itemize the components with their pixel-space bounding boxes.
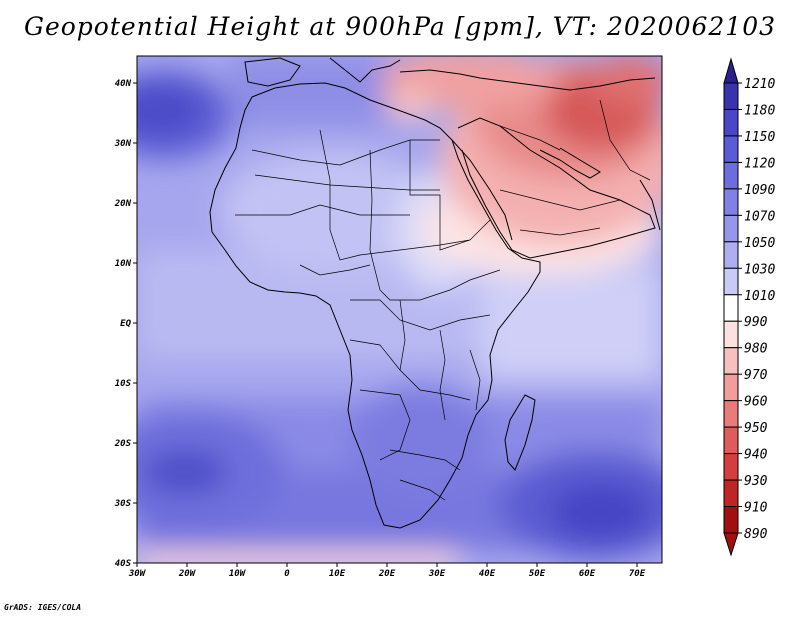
colorbar-box: [723, 506, 739, 534]
colorbar-box: [723, 400, 739, 428]
colorbar-box: [723, 241, 739, 269]
lon-label: 30W: [128, 569, 147, 579]
colorbar-label: 960: [744, 395, 768, 410]
lon-label: 20E: [378, 569, 396, 579]
latitude-axis: 40N 30N 20N 10N EQ 10S 20S 30S 40S: [114, 79, 137, 569]
colorbar-box: [723, 267, 739, 296]
coastlines: [209, 57, 661, 529]
colorbar-label: 1010: [744, 289, 775, 304]
colorbar-box: [723, 188, 739, 216]
colorbar-label: 1180: [744, 103, 775, 118]
colorbar-box: [723, 108, 739, 137]
longitude-axis: 30W 20W 10W 0 10E 20E 30E 40E 50E 60E 70E: [128, 563, 646, 579]
lat-label: 30N: [114, 139, 132, 149]
lon-label: 20W: [178, 569, 197, 579]
colorbar-label: 910: [744, 501, 768, 516]
country-borders: [235, 99, 651, 501]
lat-label: 40S: [115, 559, 132, 569]
africa-coastline: [209, 82, 541, 529]
arabia: [457, 117, 656, 259]
colorbar-label: 940: [744, 448, 768, 463]
colorbar-box: [723, 479, 739, 508]
lon-label: 60E: [579, 569, 596, 579]
map-title: Geopotential Height at 900hPa [gpm], VT:…: [23, 12, 777, 41]
credit-text: GrADS: IGES/COLA: [4, 603, 82, 612]
colorbar-box: [723, 426, 739, 455]
colorbar-label: 1090: [744, 183, 775, 198]
colorbar-box: [723, 161, 739, 190]
lon-label: 40E: [479, 569, 496, 579]
colorbar: 1210 1180 1150 1120 1090 1070 1050 1030 1010 990 9…: [723, 57, 775, 557]
colorbar-label: 980: [744, 342, 768, 357]
colorbar-top-arrow: [723, 57, 739, 84]
colorbar-label: 950: [744, 421, 768, 436]
lat-label: 10S: [115, 379, 132, 389]
colorbar-label: 1120: [744, 156, 775, 171]
colorbar-label: 1150: [744, 130, 775, 145]
lon-label: 0: [284, 569, 290, 579]
colorbar-label: 890: [744, 527, 768, 542]
lat-label: 40N: [115, 79, 132, 89]
colorbar-label: 1030: [744, 262, 775, 277]
lon-label: 10E: [329, 569, 346, 579]
colorbar-box: [723, 347, 739, 375]
colorbar-box: [723, 373, 739, 402]
persian-gulf: [539, 147, 601, 179]
lon-label: 50E: [529, 569, 546, 579]
lon-label: 70E: [629, 569, 646, 579]
colorbar-label: 1050: [744, 236, 775, 251]
lon-label: 10W: [229, 569, 247, 579]
colorbar-box: [723, 135, 739, 163]
lat-label: 10N: [115, 259, 132, 269]
italy-balkans: [329, 57, 401, 83]
lat-label: EQ: [120, 319, 131, 329]
lat-label: 20S: [114, 439, 132, 449]
colorbar-box: [723, 320, 739, 349]
colorbar-box: [723, 214, 739, 243]
map-border: [136, 55, 663, 564]
colorbar-box: [723, 82, 739, 110]
lon-label: 30E: [428, 569, 446, 579]
madagascar: [504, 394, 536, 471]
lat-label: 20N: [114, 199, 132, 209]
lat-label: 30S: [114, 499, 132, 509]
colorbar-label: 990: [744, 315, 768, 330]
colorbar-bottom-arrow: [723, 532, 739, 557]
turkey-iran: [399, 69, 656, 91]
colorbar-label: 1070: [744, 209, 775, 224]
height-field: [137, 56, 662, 563]
india-coast: [639, 179, 661, 231]
iberia: [244, 57, 301, 87]
colorbar-label: 1210: [744, 77, 775, 92]
colorbar-label: 930: [744, 474, 768, 489]
red-sea: [451, 139, 513, 241]
colorbar-box: [723, 453, 739, 481]
colorbar-box: [723, 294, 739, 322]
colorbar-label: 970: [744, 368, 768, 383]
